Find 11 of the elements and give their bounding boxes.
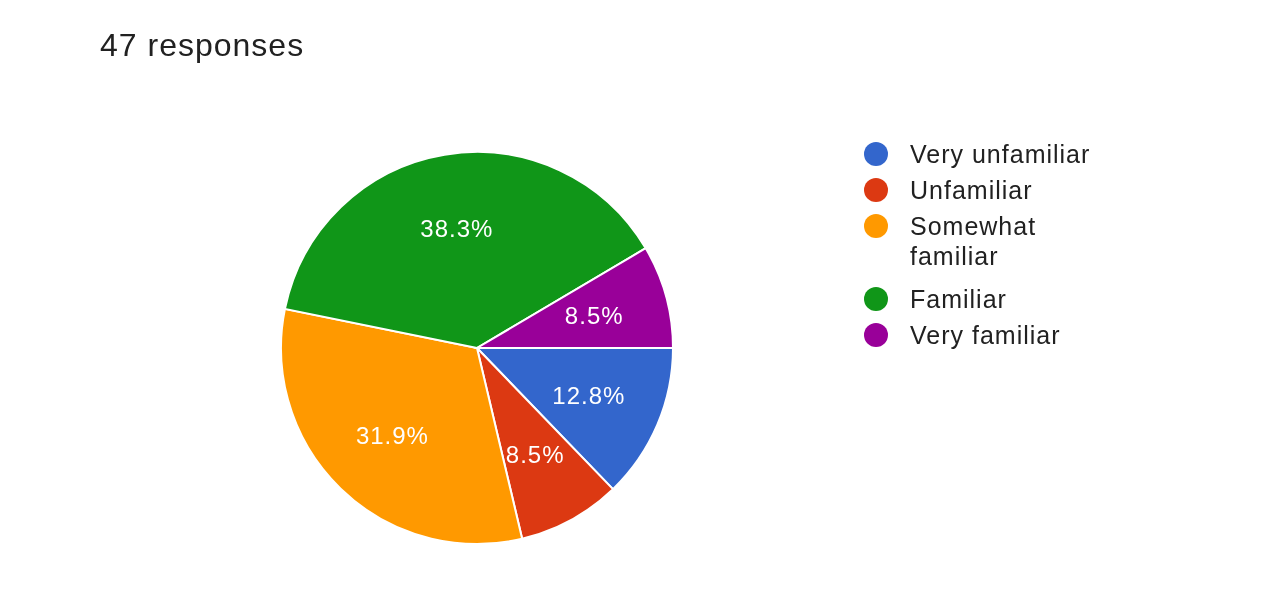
data-label: 38.3% bbox=[420, 214, 494, 242]
legend-label: Familiar bbox=[910, 284, 1007, 313]
legend-label: Very unfamiliar bbox=[910, 139, 1091, 168]
data-label: 8.5% bbox=[505, 441, 565, 469]
data-label: 12.8% bbox=[552, 381, 626, 409]
data-label: 31.9% bbox=[355, 421, 429, 449]
chart-title: 47 responses bbox=[100, 27, 305, 63]
legend-label: Very familiar bbox=[910, 320, 1061, 349]
legend-label: Somewhat familiar bbox=[910, 211, 1037, 270]
data-label: 8.5% bbox=[564, 302, 624, 330]
legend-label: Unfamiliar bbox=[910, 175, 1033, 204]
